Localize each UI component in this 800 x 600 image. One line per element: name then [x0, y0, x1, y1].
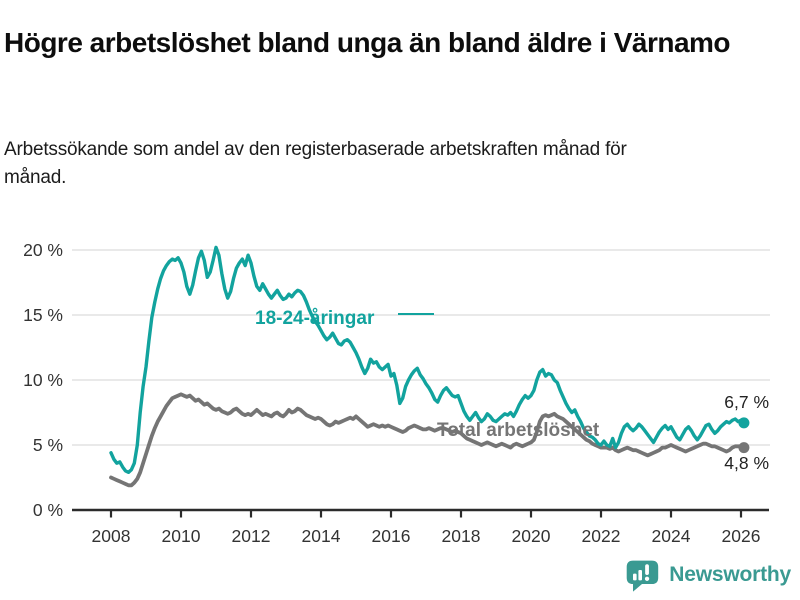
newsworthy-logo-icon	[626, 560, 659, 592]
x-tick-label: 2026	[722, 526, 761, 546]
x-tick-label: 2014	[302, 526, 341, 546]
end-dot-total	[738, 442, 750, 454]
x-tick-label: 2010	[162, 526, 201, 546]
end-dot-youth	[738, 417, 750, 429]
series-label-youth: 18-24-åringar	[255, 308, 375, 329]
x-tick-label: 2018	[442, 526, 481, 546]
y-tick-label: 10 %	[23, 370, 63, 390]
y-tick-label: 15 %	[23, 305, 63, 325]
y-tick-label: 0 %	[33, 500, 63, 520]
logo-bar-small	[633, 573, 637, 581]
y-tick-label: 20 %	[23, 240, 63, 260]
x-tick-label: 2020	[512, 526, 551, 546]
x-tick-label: 2022	[582, 526, 621, 546]
end-value-youth: 6,7 %	[724, 392, 769, 412]
logo-bar-tall	[638, 570, 643, 581]
series-label-total: Total arbetslöshet	[437, 420, 600, 441]
x-tick-label: 2024	[652, 526, 691, 546]
brand-name: Newsworthy	[669, 563, 791, 586]
series-line-total	[109, 392, 746, 488]
logo-exclamation-dot	[645, 576, 650, 581]
x-tick-label: 2012	[232, 526, 271, 546]
logo-exclamation-stem	[645, 564, 650, 575]
end-value-total: 4,8 %	[724, 453, 769, 473]
logo-speech-bubble	[626, 560, 659, 592]
series-line-youth	[109, 245, 746, 474]
x-tick-label: 2008	[92, 526, 131, 546]
chart-subtitle: Arbetssökande som andel av den registerb…	[4, 139, 627, 188]
newsworthy-branding: Newsworthy	[624, 557, 791, 593]
page-title: Högre arbetslöshet bland unga än bland ä…	[4, 26, 731, 58]
y-tick-label: 5 %	[33, 435, 63, 455]
x-tick-label: 2016	[372, 526, 411, 546]
